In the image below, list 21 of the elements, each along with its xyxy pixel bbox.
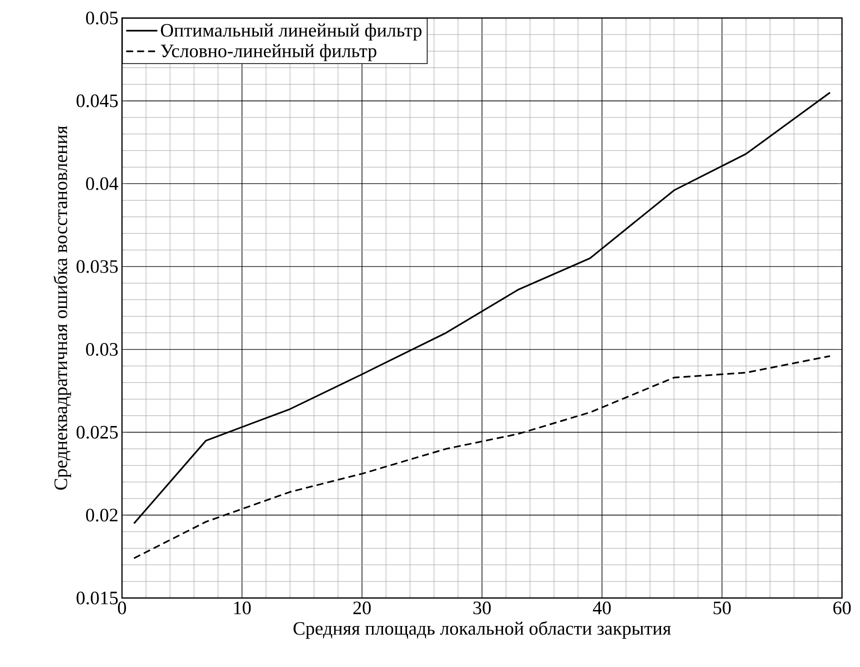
y-axis-title: Среднеквадратичная ошибка восстановления xyxy=(53,126,72,490)
x-axis-title: Средняя площадь локальной области закрытия xyxy=(294,621,671,639)
y-tick-label: 0.02 xyxy=(86,508,118,522)
x-tick-label: 60 xyxy=(833,602,851,614)
line-series xyxy=(133,355,831,560)
line-series xyxy=(133,92,831,524)
legend-label: Оптимальный линейный фильтр xyxy=(160,23,422,41)
x-tick-label: 40 xyxy=(592,602,611,614)
y-tick-label: 0.04 xyxy=(86,177,118,190)
y-tick-label: 0.015 xyxy=(76,592,118,604)
x-tick-label: 30 xyxy=(473,602,491,614)
y-tick-label: 0.035 xyxy=(76,260,118,273)
x-tick-label: 0 xyxy=(118,602,126,614)
y-tick-label: 0.05 xyxy=(86,12,118,24)
x-tick-label: 50 xyxy=(714,602,731,614)
y-tick-label: 0.045 xyxy=(76,94,118,108)
x-tick-label: 20 xyxy=(353,602,371,614)
legend-label: Условно-линейный фильтр xyxy=(160,44,376,62)
y-tick-label: 0.03 xyxy=(86,343,118,356)
x-tick-label: 10 xyxy=(234,602,251,614)
y-tick-label: 0.025 xyxy=(76,426,118,439)
